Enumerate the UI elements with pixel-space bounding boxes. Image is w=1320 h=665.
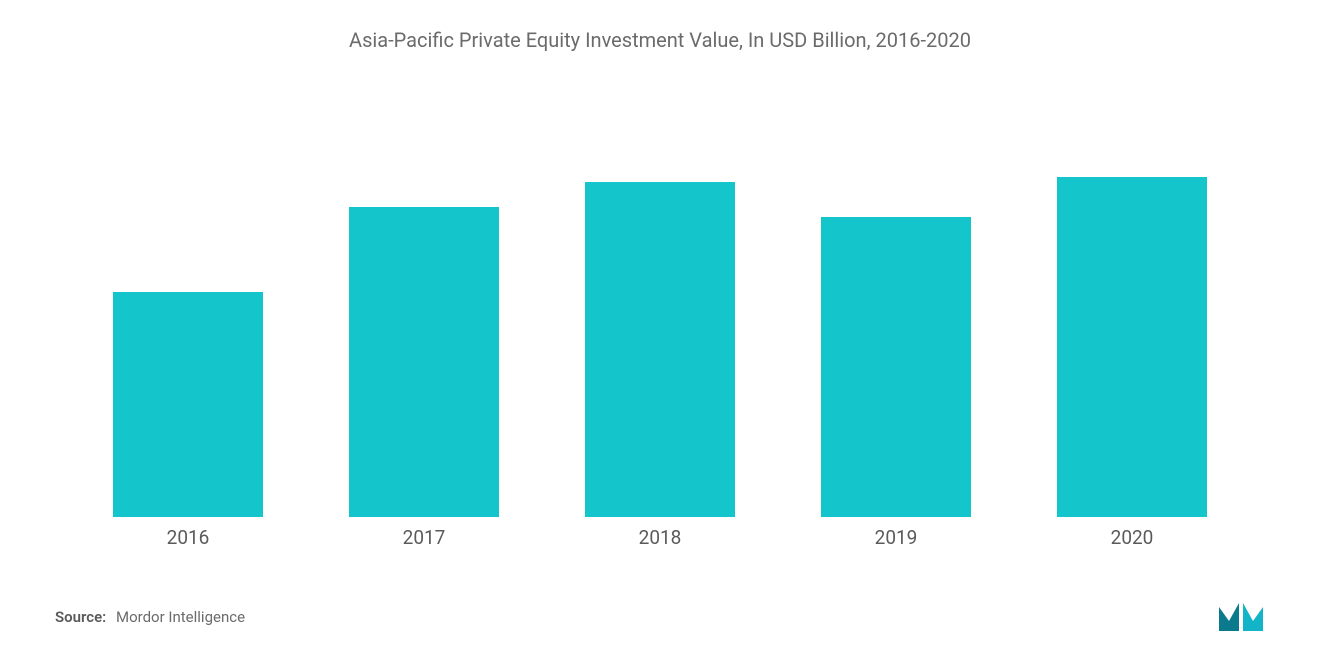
baseline (70, 516, 1250, 517)
x-label-2020: 2020 (1014, 526, 1250, 549)
plot-area (50, 92, 1270, 518)
bar-2019 (821, 217, 971, 517)
x-label-2016: 2016 (70, 526, 306, 549)
x-label-2018: 2018 (542, 526, 778, 549)
source-value: Mordor Intelligence (116, 608, 245, 626)
bar-2020 (1057, 177, 1207, 517)
bar-group-2018 (542, 182, 778, 517)
source-citation: Source: Mordor Intelligence (55, 608, 245, 626)
bar-group-2020 (1014, 177, 1250, 517)
bar-group-2019 (778, 217, 1014, 517)
chart-container: Asia-Pacific Private Equity Investment V… (0, 0, 1320, 665)
chart-title: Asia-Pacific Private Equity Investment V… (50, 28, 1270, 52)
x-label-2017: 2017 (306, 526, 542, 549)
mordor-logo-icon (1217, 599, 1265, 635)
source-label: Source: (55, 608, 106, 626)
bar-group-2016 (70, 292, 306, 517)
x-axis-labels: 2016 2017 2018 2019 2020 (50, 526, 1270, 549)
bar-2017 (349, 207, 499, 517)
bar-group-2017 (306, 207, 542, 517)
bar-2016 (113, 292, 263, 517)
chart-footer: Source: Mordor Intelligence (50, 599, 1270, 645)
x-label-2019: 2019 (778, 526, 1014, 549)
bar-2018 (585, 182, 735, 517)
